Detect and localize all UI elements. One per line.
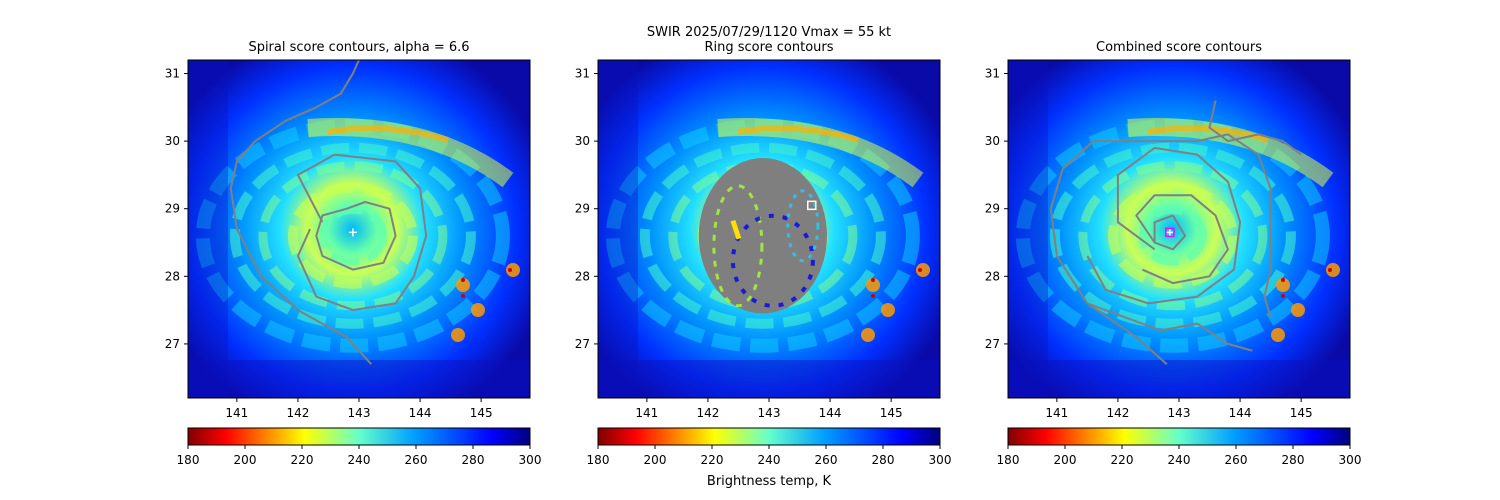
storm-center-marker bbox=[1165, 227, 1175, 238]
colorbar-tick-label: 260 bbox=[405, 453, 428, 467]
x-tick-label: 142 bbox=[286, 406, 309, 420]
y-tick-label: 31 bbox=[165, 67, 180, 81]
colorbar-tick-label: 220 bbox=[1111, 453, 1134, 467]
colorbar-tick-label: 260 bbox=[815, 453, 838, 467]
colorbar-tick-label: 240 bbox=[348, 453, 371, 467]
colorbar-tick-label: 300 bbox=[1339, 453, 1362, 467]
y-tick-label: 28 bbox=[985, 269, 1000, 283]
x-tick-label: 144 bbox=[1229, 406, 1252, 420]
x-tick-label: 143 bbox=[1168, 406, 1191, 420]
y-tick-label: 29 bbox=[985, 202, 1000, 216]
colorbar-tick-label: 220 bbox=[291, 453, 314, 467]
y-tick-label: 30 bbox=[985, 134, 1000, 148]
colorbar-tick-label: 180 bbox=[997, 453, 1020, 467]
x-tick-label: 145 bbox=[470, 406, 493, 420]
colorbar-tick-label: 280 bbox=[872, 453, 895, 467]
y-tick-label: 30 bbox=[165, 134, 180, 148]
x-tick-label: 143 bbox=[758, 406, 781, 420]
x-tick-label: 144 bbox=[819, 406, 842, 420]
brightness-image bbox=[598, 60, 940, 398]
x-tick-label: 143 bbox=[348, 406, 371, 420]
panel-title: Combined score contours bbox=[1096, 40, 1262, 55]
brightness-image bbox=[1008, 60, 1350, 398]
score-contour-2 bbox=[1086, 146, 1242, 305]
colorbar-label: Brightness temp, K bbox=[707, 474, 832, 489]
score-contour-0 bbox=[1153, 214, 1187, 251]
y-tick-label: 27 bbox=[575, 337, 590, 351]
colorbar-tick-label: 260 bbox=[1225, 453, 1248, 467]
y-tick-label: 31 bbox=[985, 67, 1000, 81]
colorbar-tick-label: 240 bbox=[1168, 453, 1191, 467]
ring-score-region bbox=[698, 158, 828, 314]
x-tick-label: 142 bbox=[1106, 406, 1129, 420]
panel-0: Spiral score contours, alpha = 6.6 141 142… bbox=[165, 40, 542, 467]
colorbar-tick-label: 200 bbox=[644, 453, 667, 467]
y-tick-label: 28 bbox=[165, 269, 180, 283]
x-tick-label: 141 bbox=[225, 406, 248, 420]
colorbar-tick-label: 300 bbox=[929, 453, 952, 467]
y-tick-label: 31 bbox=[575, 67, 590, 81]
storm-center-marker bbox=[807, 200, 817, 211]
x-tick-label: 145 bbox=[1290, 406, 1313, 420]
colorbar-tick-label: 300 bbox=[519, 453, 542, 467]
score-contour-1 bbox=[1135, 194, 1229, 285]
colorbar-gradient bbox=[597, 427, 941, 446]
x-tick-label: 145 bbox=[880, 406, 903, 420]
panels: Spiral score contours, alpha = 6.6 141 142… bbox=[165, 40, 1362, 467]
panel-title: Spiral score contours, alpha = 6.6 bbox=[248, 40, 469, 55]
panel-2: Combined score contours 141 142 143 144 145 27… bbox=[985, 40, 1362, 467]
y-tick-label: 27 bbox=[985, 337, 1000, 351]
panel-1: Ring score contours 141 142 143 144 145 27 28 29… bbox=[575, 40, 952, 467]
y-tick-label: 28 bbox=[575, 269, 590, 283]
x-tick-label: 141 bbox=[1045, 406, 1068, 420]
colorbar: 180 200 220 240 260 280 300 bbox=[997, 427, 1362, 467]
brightness-image bbox=[188, 60, 530, 398]
colorbar: 180 200 220 240 260 280 300 bbox=[587, 427, 952, 467]
y-tick-label: 29 bbox=[575, 202, 590, 216]
x-tick-label: 144 bbox=[409, 406, 432, 420]
score-contour-2 bbox=[229, 60, 372, 365]
colorbar-tick-label: 240 bbox=[758, 453, 781, 467]
colorbar-tick-label: 280 bbox=[462, 453, 485, 467]
score-contour-0 bbox=[315, 201, 397, 271]
colorbar-tick-label: 200 bbox=[1054, 453, 1077, 467]
panel-title: Ring score contours bbox=[704, 40, 833, 55]
figure-suptitle: SWIR 2025/07/29/1120 Vmax = 55 kt bbox=[647, 25, 891, 40]
colorbar: 180 200 220 240 260 280 300 bbox=[177, 427, 542, 467]
colorbar-tick-label: 220 bbox=[701, 453, 724, 467]
colorbar-tick-label: 200 bbox=[234, 453, 257, 467]
colorbar-tick-label: 180 bbox=[177, 453, 200, 467]
score-contour-5 bbox=[1208, 100, 1302, 156]
x-tick-label: 141 bbox=[635, 406, 658, 420]
colorbar-gradient bbox=[187, 427, 531, 446]
score-contour-1 bbox=[296, 153, 428, 312]
x-tick-label: 142 bbox=[696, 406, 719, 420]
colorbar-gradient bbox=[1007, 427, 1351, 446]
y-tick-label: 30 bbox=[575, 134, 590, 148]
storm-center-marker bbox=[348, 228, 357, 237]
y-tick-label: 27 bbox=[165, 337, 180, 351]
colorbar-tick-label: 280 bbox=[1282, 453, 1305, 467]
score-contour-3 bbox=[1049, 133, 1272, 365]
colorbar-tick-label: 180 bbox=[587, 453, 610, 467]
score-contour-4 bbox=[1087, 302, 1253, 352]
y-tick-label: 29 bbox=[165, 202, 180, 216]
